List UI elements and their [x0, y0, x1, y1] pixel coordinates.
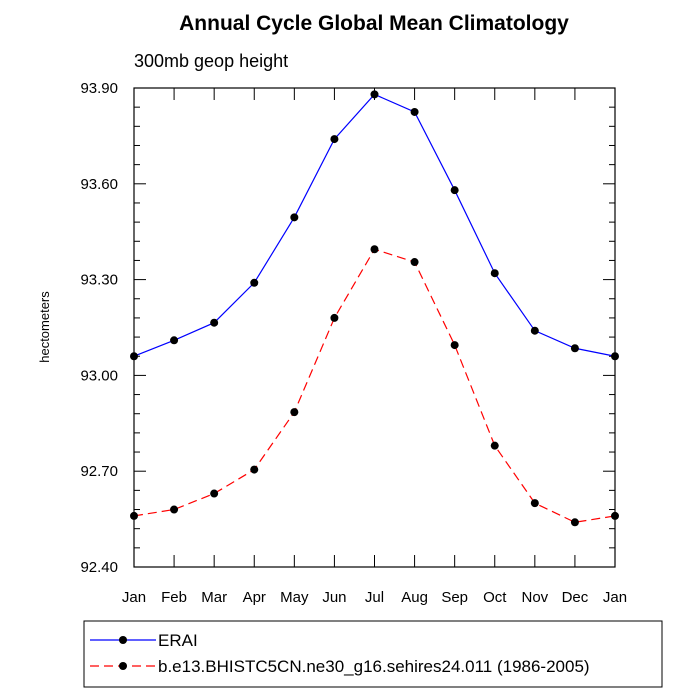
data-point — [530, 326, 539, 335]
x-tick-label: Jun — [322, 589, 346, 606]
legend-marker — [119, 636, 127, 644]
axis-ticks — [133, 87, 616, 568]
chart-title: Annual Cycle Global Mean Climatology — [179, 12, 569, 35]
legend: ERAI b.e13.BHISTC5CN.ne30_g16.sehires24.0… — [83, 620, 663, 688]
data-point — [330, 313, 339, 322]
data-point — [170, 505, 179, 514]
x-tick-label: Feb — [161, 589, 187, 606]
y-tick-label: 93.00 — [80, 367, 118, 384]
data-point — [611, 352, 619, 361]
y-axis-label: hectometers — [37, 291, 52, 363]
data-point — [130, 352, 138, 361]
data-point — [370, 90, 379, 99]
data-point — [130, 511, 138, 520]
x-axis-tick-labels: Jan Feb Mar Apr May Jun Jul Aug Sep Oct Nov Dec Jan — [122, 589, 627, 606]
legend-label: ERAI — [158, 631, 198, 650]
legend-marker — [119, 662, 127, 670]
y-axis-tick-labels: 92.40 92.70 93.00 93.30 93.60 93.90 — [80, 80, 118, 576]
data-point — [370, 245, 379, 254]
series-line — [133, 93, 616, 357]
data-point — [210, 318, 219, 327]
data-point — [490, 441, 499, 450]
data-point — [530, 499, 539, 508]
data-point — [250, 278, 259, 287]
x-tick-label: Sep — [441, 589, 468, 606]
x-tick-label: May — [280, 589, 309, 606]
data-point — [330, 135, 339, 144]
y-tick-label: 93.90 — [80, 80, 118, 97]
data-point — [250, 465, 259, 474]
x-tick-label: Oct — [483, 589, 507, 606]
series-model — [130, 245, 619, 527]
y-tick-label: 93.60 — [80, 176, 118, 193]
legend-box — [83, 620, 663, 688]
x-tick-label: Jan — [122, 589, 146, 606]
data-point — [611, 511, 619, 520]
data-point — [410, 258, 419, 267]
x-tick-label: Aug — [401, 589, 428, 606]
y-tick-label: 92.70 — [80, 463, 118, 480]
y-tick-label: 92.40 — [80, 559, 118, 576]
y-tick-label: 93.30 — [80, 272, 118, 289]
x-tick-label: Apr — [243, 589, 266, 606]
data-point — [170, 336, 179, 345]
x-tick-label: Jan — [603, 589, 627, 606]
legend-label: b.e13.BHISTC5CN.ne30_g16.sehires24.011 (… — [158, 657, 590, 676]
data-point — [410, 107, 419, 116]
data-point — [570, 518, 579, 527]
chart-subtitle: 300mb geop height — [134, 51, 288, 71]
data-point — [490, 269, 499, 278]
x-tick-label: Mar — [201, 589, 227, 606]
x-tick-label: Jul — [365, 589, 384, 606]
data-point — [210, 489, 219, 498]
data-point — [290, 213, 299, 222]
x-tick-label: Dec — [562, 589, 589, 606]
data-point — [290, 408, 299, 417]
x-tick-label: Nov — [521, 589, 548, 606]
plot-frame — [133, 87, 616, 568]
data-point — [450, 341, 459, 350]
series-line — [133, 248, 616, 523]
series-erai — [130, 90, 619, 361]
data-point — [450, 186, 459, 195]
series-layer — [130, 90, 619, 527]
data-point — [570, 344, 579, 353]
